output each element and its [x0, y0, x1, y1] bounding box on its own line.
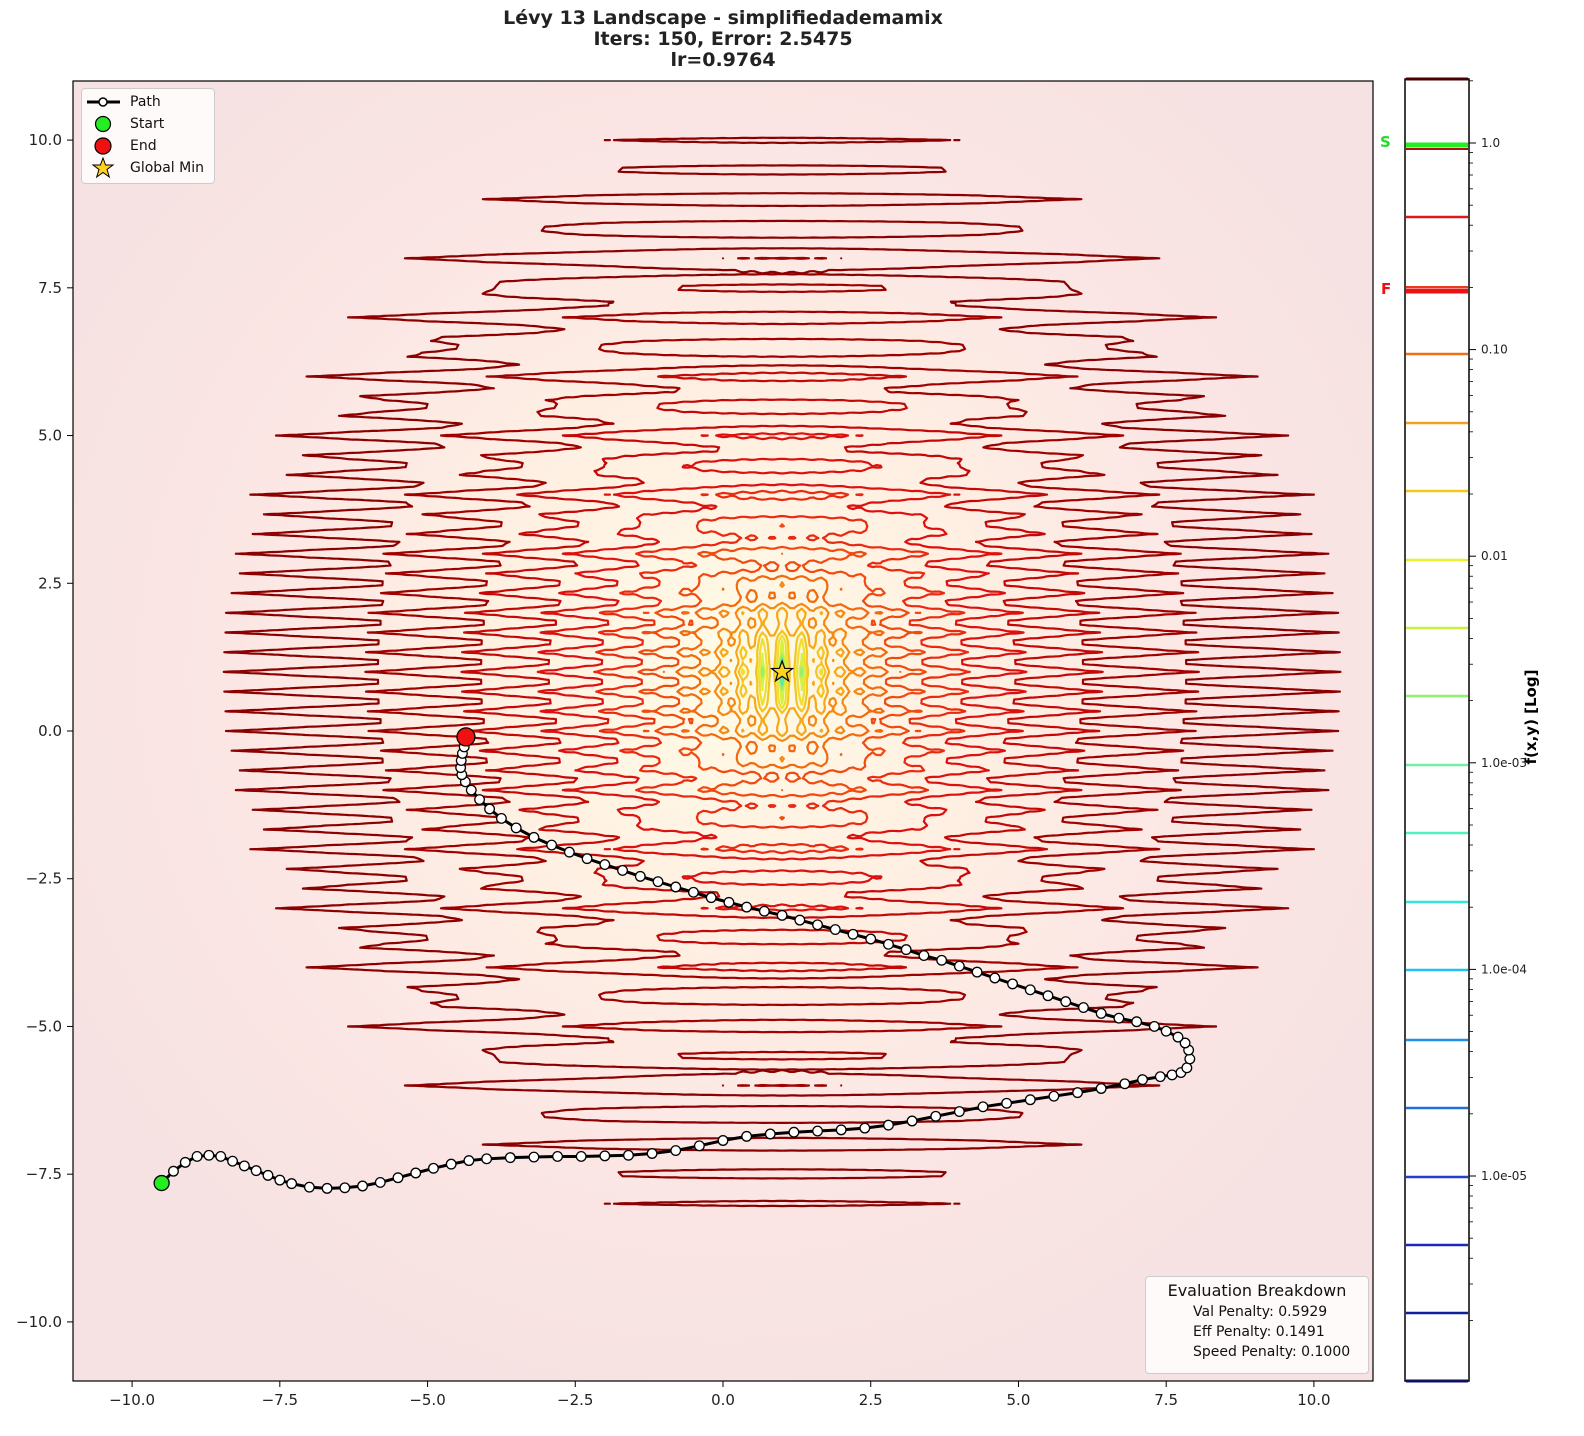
eval-header: Evaluation Breakdown — [1167, 1281, 1347, 1300]
svg-text:1.0e-05: 1.0e-05 — [1481, 1169, 1527, 1183]
svg-text:0.0: 0.0 — [38, 722, 62, 740]
svg-text:0.10: 0.10 — [1481, 343, 1508, 357]
svg-text:−10.0: −10.0 — [109, 1391, 155, 1409]
colorbar-final-marker: F — [1381, 280, 1392, 298]
red-circle-icon — [82, 135, 128, 157]
svg-text:2.5: 2.5 — [859, 1391, 883, 1409]
svg-text:2.5: 2.5 — [38, 574, 62, 592]
colorbar-start-marker: S — [1380, 133, 1391, 151]
svg-text:10.0: 10.0 — [1297, 1391, 1330, 1409]
plot-area — [73, 81, 1373, 1381]
svg-text:−10.0: −10.0 — [16, 1313, 62, 1331]
svg-text:−5.0: −5.0 — [409, 1391, 445, 1409]
legend-item-global-min: Global Min — [82, 156, 204, 179]
legend-item-start: Start — [82, 113, 164, 135]
svg-text:10.0: 10.0 — [29, 131, 62, 149]
title-line-3: lr=0.9764 — [670, 49, 776, 71]
svg-text:1.0e-04: 1.0e-04 — [1481, 962, 1527, 976]
path-line-icon — [82, 91, 128, 113]
svg-text:−5.0: −5.0 — [26, 1017, 62, 1035]
eff-penalty: Eff Penalty: 0.1491 — [1193, 1324, 1325, 1340]
evaluation-breakdown-box: Evaluation Breakdown Val Penalty: 0.5929… — [1145, 1276, 1369, 1374]
title-line-1: Lévy 13 Landscape - simplifiedademamix — [503, 7, 943, 29]
svg-text:5.0: 5.0 — [38, 427, 62, 445]
start-marker — [153, 1174, 170, 1192]
contour-lines — [222, 136, 1342, 1208]
svg-text:0.0: 0.0 — [711, 1391, 735, 1409]
green-circle-icon — [82, 113, 128, 135]
svg-text:0.01: 0.01 — [1481, 549, 1508, 563]
colorbar-levels — [1406, 77, 1468, 1383]
y-axis: 10.0 7.5 5.0 2.5 0.0 −2.5 −5.0 −7.5 −10.0 — [16, 131, 73, 1331]
end-marker — [456, 727, 476, 747]
legend-item-path: Path — [82, 91, 161, 113]
svg-text:1.0: 1.0 — [1481, 136, 1500, 150]
colorbar — [1404, 78, 1470, 1382]
val-penalty: Val Penalty: 0.5929 — [1193, 1304, 1328, 1320]
chart-title: Lévy 13 Landscape - simplifiedademamix I… — [0, 8, 1446, 71]
path-markers — [153, 659, 795, 1192]
colorbar-label: f(x,y) [Log] — [1522, 669, 1540, 765]
svg-text:7.5: 7.5 — [1154, 1391, 1178, 1409]
title-line-2: Iters: 150, Error: 2.5475 — [593, 28, 853, 50]
svg-text:−7.5: −7.5 — [26, 1165, 62, 1183]
svg-text:−2.5: −2.5 — [26, 870, 62, 888]
svg-text:−7.5: −7.5 — [262, 1391, 298, 1409]
speed-penalty: Speed Penalty: 0.1000 — [1193, 1344, 1351, 1360]
star-icon — [82, 156, 128, 179]
svg-text:−2.5: −2.5 — [557, 1391, 593, 1409]
svg-text:7.5: 7.5 — [38, 279, 62, 297]
colorbar-ticks: 1.0 0.10 0.01 1.0e-03 1.0e-04 1.0e-05 — [1469, 80, 1527, 1321]
legend-item-end: End — [82, 135, 157, 157]
svg-text:1.0e-03: 1.0e-03 — [1481, 756, 1527, 770]
legend: Path Start End Global Min — [81, 88, 215, 184]
x-axis: −10.0 −7.5 −5.0 −2.5 0.0 2.5 5.0 7.5 10.0 — [109, 1381, 1331, 1409]
global-min-star — [769, 659, 795, 683]
svg-text:5.0: 5.0 — [1007, 1391, 1031, 1409]
optimizer-path — [156, 731, 1196, 1194]
